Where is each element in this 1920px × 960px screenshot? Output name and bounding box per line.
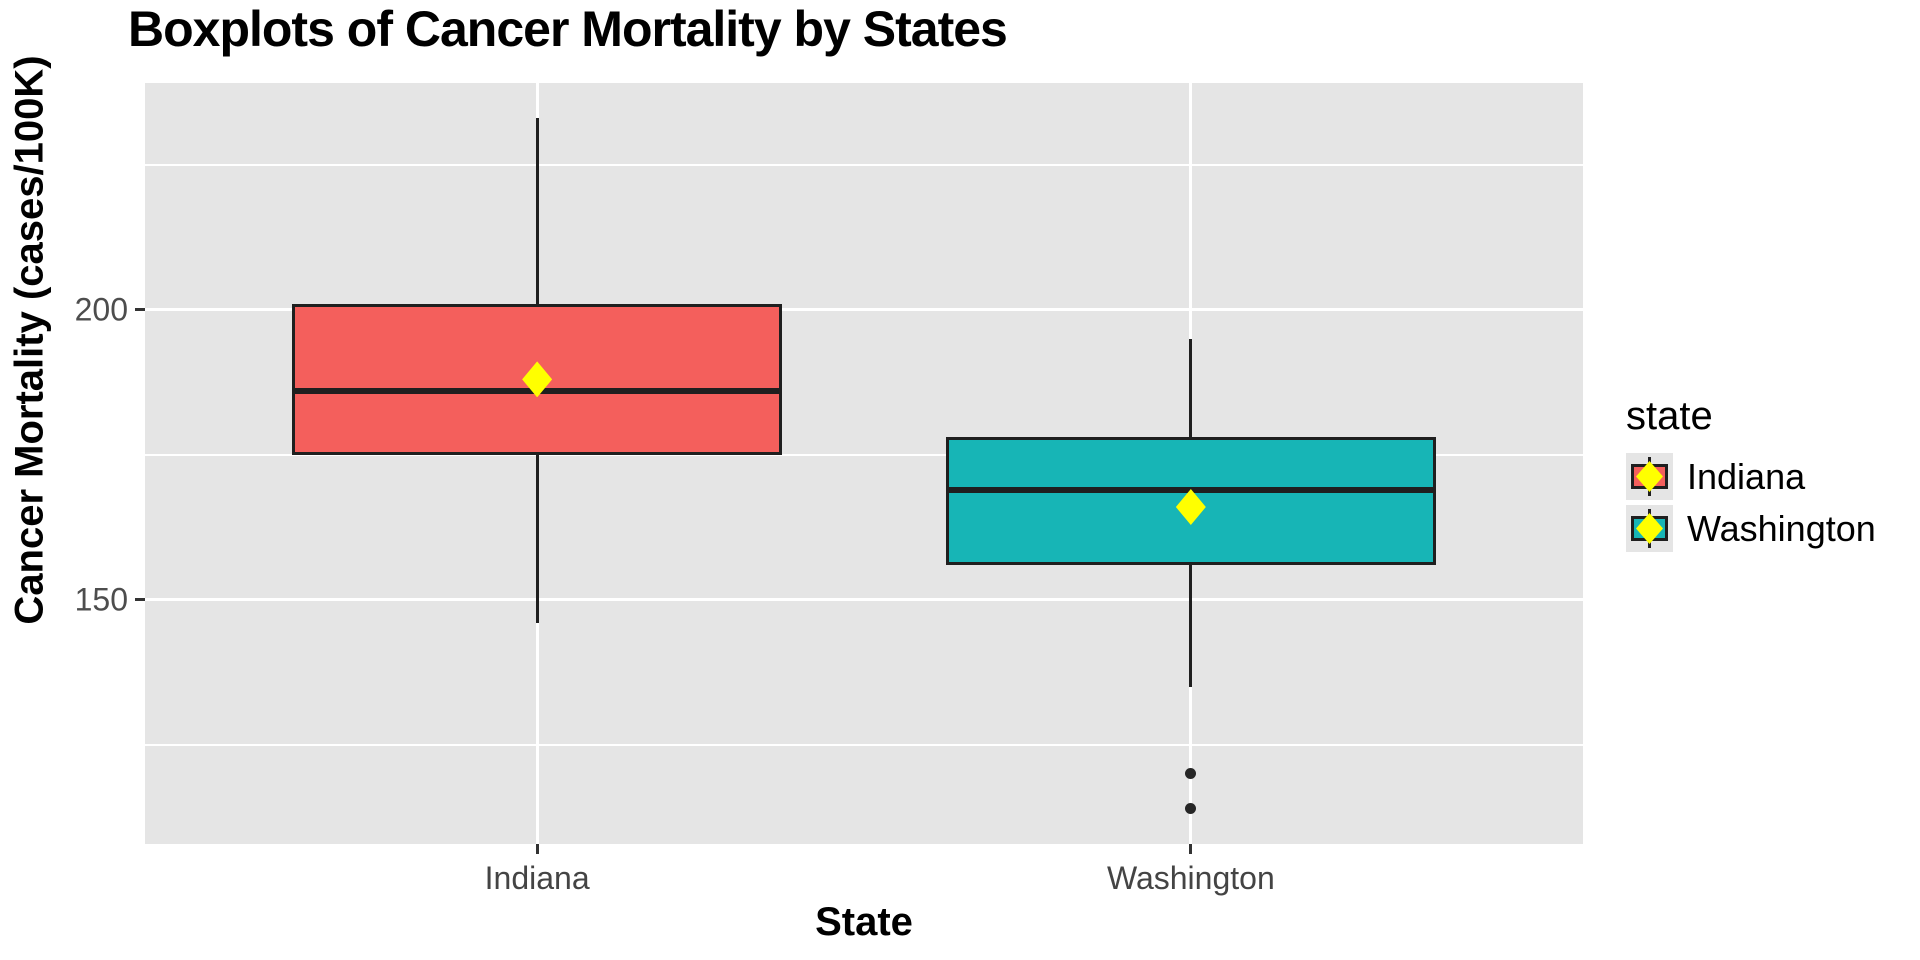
gridline-minor-225: [145, 163, 1583, 166]
x-axis-title: State: [815, 900, 913, 944]
lower-whisker-washington: [1189, 565, 1193, 687]
legend-key-washington: [1626, 505, 1673, 552]
lower-whisker-indiana: [535, 454, 539, 623]
plot-panel: [145, 83, 1583, 844]
legend-key-indiana: [1626, 453, 1673, 500]
gridline-minor-175: [145, 453, 1583, 456]
x-tick-label-indiana: Indiana: [484, 860, 590, 896]
upper-whisker-washington: [1189, 338, 1193, 438]
y-tick-mark-150: [135, 598, 145, 602]
box-indiana: [292, 303, 783, 455]
legend-item-washington: Washington: [1626, 505, 1876, 552]
y-tick-label-150: 150: [74, 581, 128, 618]
x-tick-mark-indiana: [535, 844, 539, 854]
y-tick-label-200: 200: [74, 291, 128, 328]
box-washington: [945, 437, 1436, 565]
y-axis-title: Cancer Mortality (cases/100K): [7, 55, 52, 625]
y-tick-mark-200: [135, 308, 145, 312]
legend-items: Indiana Washington: [1626, 453, 1876, 552]
gridline-major-200: [145, 308, 1583, 312]
chart-title: Boxplots of Cancer Mortality by States: [128, 1, 1008, 57]
legend-label-indiana: Indiana: [1687, 455, 1806, 497]
x-tick-label-washington: Washington: [1106, 860, 1275, 896]
outlier-point-washington-1: [1185, 803, 1197, 815]
x-tick-mark-washington: [1189, 844, 1193, 854]
legend: state Indiana Washington: [1626, 394, 1876, 557]
gridline-major-150: [145, 598, 1583, 602]
outlier-point-washington-0: [1185, 768, 1197, 780]
gridline-minor-125: [145, 743, 1583, 746]
legend-label-washington: Washington: [1687, 507, 1876, 549]
legend-item-indiana: Indiana: [1626, 453, 1876, 500]
upper-whisker-indiana: [535, 118, 539, 304]
legend-title: state: [1626, 394, 1713, 438]
